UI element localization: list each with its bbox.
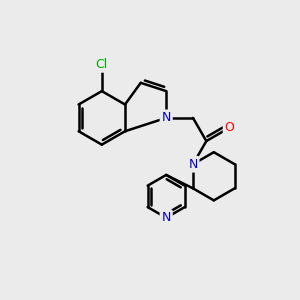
Text: Cl: Cl xyxy=(96,58,108,71)
Text: N: N xyxy=(161,211,171,224)
Text: O: O xyxy=(225,121,235,134)
Text: N: N xyxy=(188,158,198,171)
Text: N: N xyxy=(161,111,171,124)
